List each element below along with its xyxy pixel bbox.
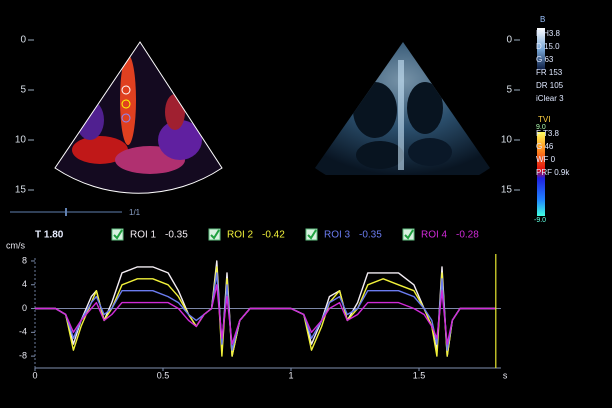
- b-gray-bar: [537, 28, 545, 70]
- roi-checkbox: [402, 228, 415, 241]
- depth-label: 10: [501, 135, 513, 146]
- depth-label: 5: [506, 85, 512, 96]
- b-mode-param: iClear 3: [536, 94, 564, 103]
- b-mode-param: FR 153: [536, 68, 563, 77]
- roi-checkbox: [208, 228, 221, 241]
- depth-label: 15: [501, 185, 513, 196]
- legend-readout: -0.42: [262, 230, 285, 241]
- depth-label: 10: [15, 135, 27, 146]
- roi-check: [307, 229, 317, 240]
- time-readout: T 1.80: [35, 230, 64, 241]
- tvi-param: WF 0: [536, 155, 556, 164]
- roi-checkbox: [111, 228, 124, 241]
- y-tick-label: -4: [19, 327, 27, 337]
- frame-counter: 1/1: [129, 208, 141, 217]
- b-mode-param: DR 105: [536, 81, 564, 90]
- sector-outline: [54, 41, 223, 194]
- velocity-chart: cm/s s 8 4 0 -4 -8 0 0.5 1 1.5 T 1.80 ROI 1 -0.35 ROI …: [6, 228, 508, 380]
- tvi-param: G 46: [536, 142, 554, 151]
- velocity-trace: [35, 272, 496, 351]
- x-tick-label: 0: [32, 370, 37, 380]
- depth-label: 0: [506, 35, 512, 46]
- legend-label: ROI 4: [421, 230, 448, 241]
- tvi-image: [55, 42, 222, 194]
- tvi-scale-bottom: -9.0: [534, 217, 546, 224]
- legend-label: ROI 3: [324, 230, 351, 241]
- roi-checkbox: [305, 228, 318, 241]
- b-mode-param: F H3.8: [536, 29, 561, 38]
- y-axis-label: cm/s: [6, 240, 25, 250]
- tvi-param: F T3.8: [536, 129, 560, 138]
- b-mode-param: D 15.0: [536, 42, 560, 51]
- tvi-param: PRF 0.9k: [536, 168, 570, 177]
- legend-readout: -0.28: [456, 230, 479, 241]
- legend-readout: -0.35: [359, 230, 382, 241]
- b-mode-title: B: [540, 15, 545, 24]
- legend-label: ROI 2: [227, 230, 254, 241]
- depth-label: 5: [20, 85, 26, 96]
- x-tick-label: 1: [288, 370, 293, 380]
- x-tick-label: 1.5: [413, 370, 426, 380]
- x-axis-label: s: [503, 370, 508, 380]
- roi-check: [113, 229, 123, 240]
- y-tick-label: -8: [19, 350, 27, 360]
- tvi-scale-top: 9.0: [536, 124, 546, 131]
- depth-label: 0: [20, 35, 26, 46]
- y-tick-label: 8: [22, 255, 27, 265]
- y-tick-label: 4: [22, 279, 27, 289]
- legend-label: ROI 1: [130, 230, 157, 241]
- roi-check: [210, 229, 220, 240]
- velocity-trace: [35, 284, 496, 345]
- legend-readout: -0.35: [165, 230, 188, 241]
- b-mode-param: G 63: [536, 55, 554, 64]
- tvi-title: TVI: [538, 115, 550, 124]
- b-mode-image: [315, 42, 490, 175]
- y-tick-label: 0: [22, 303, 27, 313]
- tvi-color-bar: [537, 132, 545, 216]
- depth-label: 15: [15, 185, 27, 196]
- roi-check: [404, 229, 414, 240]
- x-tick-label: 0.5: [157, 370, 170, 380]
